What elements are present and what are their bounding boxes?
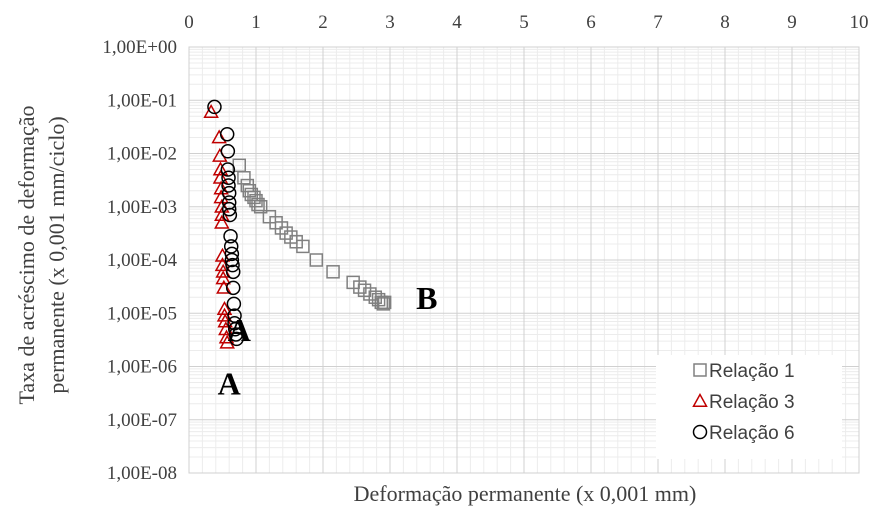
data-point [326, 265, 340, 279]
data-point [376, 297, 391, 311]
x-tick-label: 0 [184, 12, 194, 33]
annotation-label: A [228, 312, 251, 348]
data-point [225, 264, 241, 280]
data-point [221, 185, 237, 201]
y-tick-label: 1,00E-03 [107, 197, 177, 218]
y-tick-label: 1,00E-05 [107, 303, 177, 324]
data-point [224, 246, 240, 262]
x-tick-label: 5 [519, 12, 529, 33]
data-point [211, 129, 227, 144]
legend-marker-square [693, 363, 707, 377]
y-axis-title-line-1: Taxa de acréscimo de deformação [14, 106, 39, 405]
x-tick-label: 2 [318, 12, 328, 33]
data-point [225, 257, 240, 273]
data-point [377, 295, 392, 310]
legend-entry-label: Relação 6 [709, 423, 795, 444]
x-tick-label: 3 [385, 12, 395, 33]
data-point [221, 201, 237, 217]
y-tick-label: 1,00E-07 [107, 410, 177, 431]
x-tick-label: 9 [787, 12, 797, 33]
series-3 [207, 99, 244, 347]
legend-entry-label: Relação 1 [709, 361, 795, 382]
annotation-label: A [218, 365, 241, 401]
data-point [353, 280, 367, 294]
data-point [220, 162, 236, 177]
legend-box [656, 355, 842, 459]
axis-layer: 0 1 2 3 4 5 6 7 8 9 10 1,00E+00 1,00E-01 1,00E-02 1,00… [102, 12, 868, 484]
data-point [296, 239, 310, 254]
data-point [216, 300, 233, 315]
legend-marker-circle [692, 424, 708, 440]
data-point [220, 144, 236, 159]
data-point [227, 322, 243, 337]
y-tick-label: 1,00E-02 [107, 144, 177, 165]
x-tick-label: 4 [452, 12, 462, 33]
y-tick-label: 1,00E+00 [102, 37, 177, 58]
data-point [228, 327, 244, 342]
legend: Relação 1 Relação 3 Relação 6 [656, 355, 842, 459]
annotation-label: B [416, 280, 437, 316]
data-point [214, 214, 230, 229]
y-tick-label: 1,00E-01 [107, 90, 177, 111]
y-tick-label: 1,00E-06 [107, 357, 177, 378]
data-point [279, 226, 293, 240]
x-tick-label: 8 [720, 12, 730, 33]
y-axis-title-line-2: permanente (x 0,001 mm/ciclo) [44, 116, 69, 393]
data-point [229, 331, 244, 347]
data-point [214, 198, 230, 213]
data-point [221, 178, 236, 193]
x-tick-label: 10 [850, 12, 869, 33]
data-point [222, 207, 238, 223]
data-point [225, 280, 241, 296]
x-tick-label: 1 [251, 12, 261, 33]
data-point [309, 253, 324, 267]
data-point [274, 221, 289, 235]
x-axis-title: Deformação permanente (x 0,001 mm) [354, 481, 697, 506]
legend-marker-triangle [692, 392, 708, 407]
data-point [223, 228, 238, 244]
data-point [224, 252, 240, 268]
data-point [219, 126, 235, 142]
data-point [207, 99, 222, 115]
x-tick-label: 6 [586, 12, 596, 33]
data-point [237, 171, 251, 185]
plot-area-frame [188, 46, 860, 474]
data-point [212, 161, 229, 176]
grid-layer [188, 46, 860, 474]
data-point [203, 104, 219, 119]
y-tick-label: 1,00E-08 [107, 463, 177, 484]
series-layer [203, 99, 392, 349]
data-point [221, 170, 236, 186]
data-point [227, 315, 242, 331]
legend-entry-label: Relação 3 [709, 392, 795, 413]
y-tick-label: 1,00E-04 [107, 250, 178, 271]
data-point [251, 197, 265, 212]
y-axis-title: Taxa de acréscimo de deformação permanen… [14, 106, 69, 405]
annotation-layer: AA B [218, 280, 438, 401]
x-tick-label: 7 [653, 12, 663, 33]
data-point [253, 200, 268, 214]
data-point [226, 296, 242, 312]
